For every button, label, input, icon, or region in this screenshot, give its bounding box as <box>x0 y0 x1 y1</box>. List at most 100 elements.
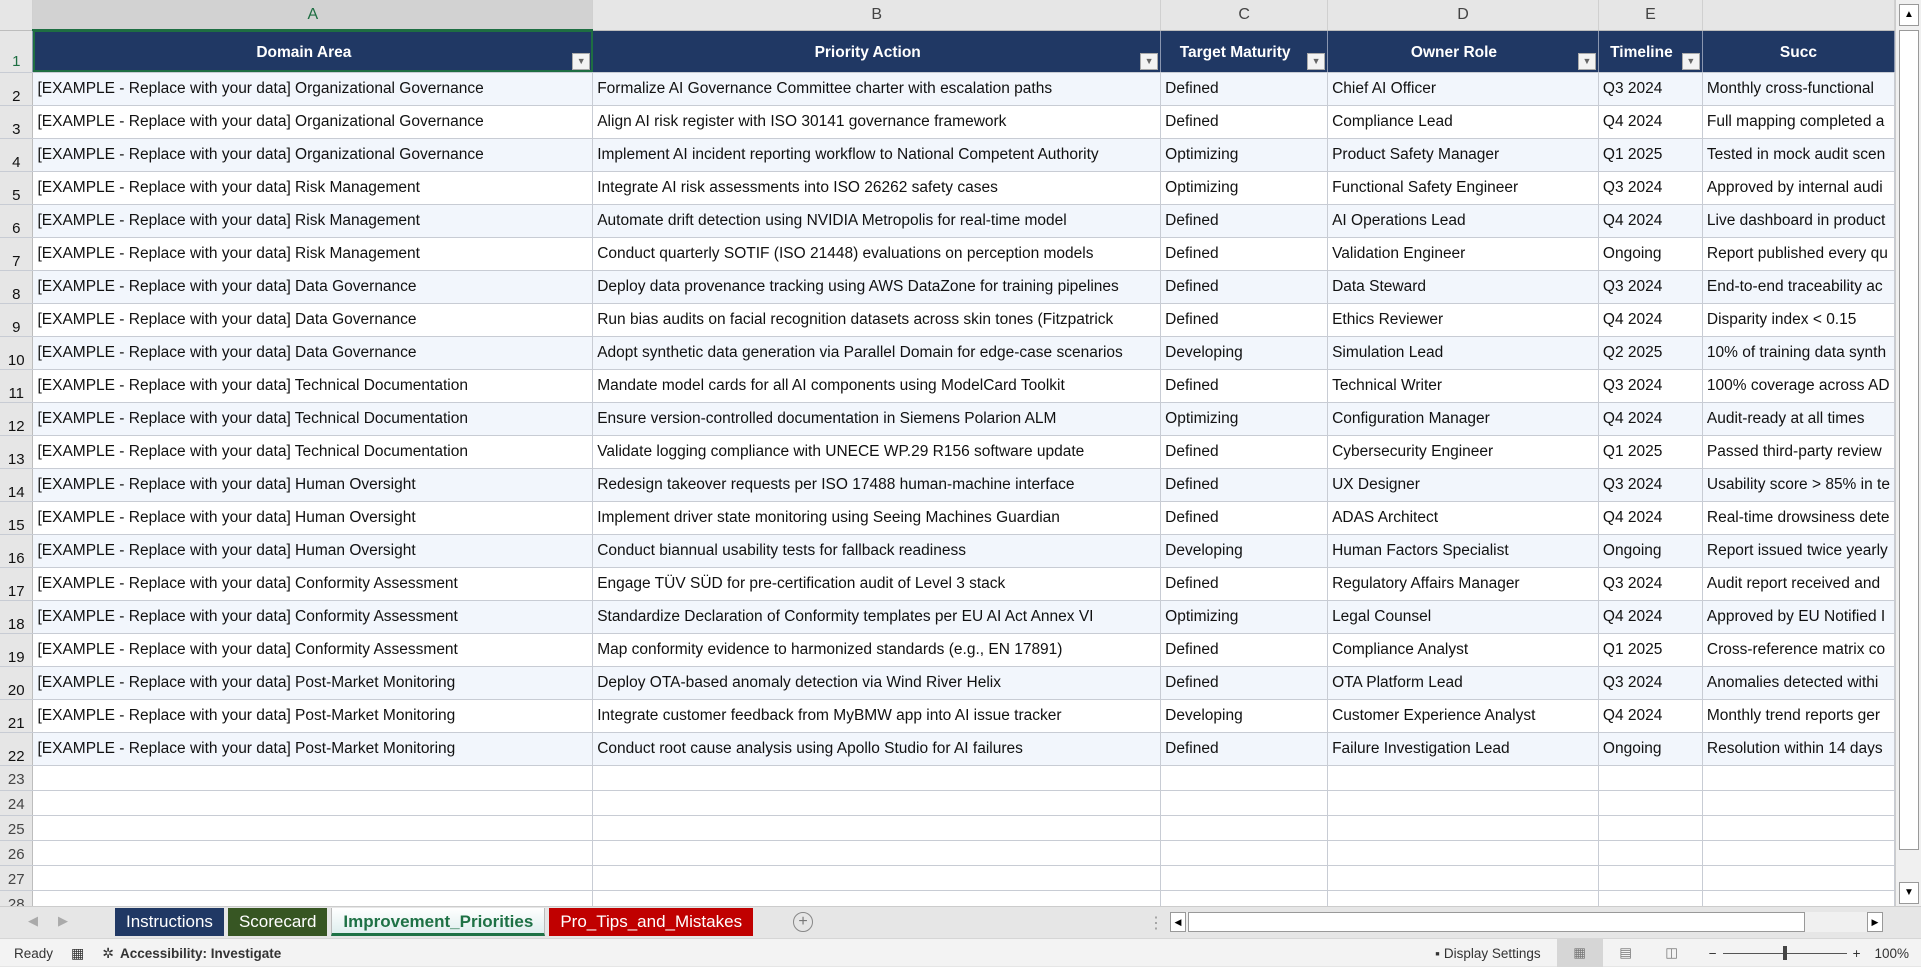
header-cell[interactable]: Owner Role ▼ <box>1327 30 1599 73</box>
cell[interactable]: Defined <box>1160 105 1329 139</box>
cell[interactable]: Audit report received and <box>1702 567 1895 601</box>
cell[interactable] <box>1702 840 1895 866</box>
cell[interactable]: Defined <box>1160 237 1329 271</box>
cell[interactable] <box>1327 890 1599 906</box>
cell[interactable]: Defined <box>1160 666 1329 700</box>
sheet-tab-improvement-priorities[interactable]: Improvement_Priorities <box>331 908 546 936</box>
row-number[interactable]: 18 <box>0 600 34 634</box>
cell[interactable]: Conduct root cause analysis using Apollo… <box>592 732 1162 766</box>
cell[interactable] <box>592 765 1162 791</box>
sheet-tab-instructions[interactable]: Instructions <box>115 908 224 936</box>
cell[interactable]: Ensure version-controlled documentation … <box>592 402 1162 436</box>
cell[interactable] <box>592 840 1162 866</box>
cell[interactable]: Optimizing <box>1160 600 1329 634</box>
column-header-b[interactable]: B <box>592 0 1162 31</box>
cell[interactable]: Map conformity evidence to harmonized st… <box>592 633 1162 667</box>
cell[interactable]: Approved by EU Notified I <box>1702 600 1895 634</box>
cell[interactable]: Defined <box>1160 72 1329 106</box>
cell[interactable]: Integrate customer feedback from MyBMW a… <box>592 699 1162 733</box>
cell[interactable]: Defined <box>1160 567 1329 601</box>
row-number[interactable]: 13 <box>0 435 34 469</box>
cell[interactable]: Audit-ready at all times <box>1702 402 1895 436</box>
cell[interactable]: Developing <box>1160 336 1329 370</box>
cell[interactable]: Q3 2024 <box>1598 567 1703 601</box>
cell[interactable]: Conduct biannual usability tests for fal… <box>592 534 1162 568</box>
cell[interactable]: Optimizing <box>1160 138 1329 172</box>
cell[interactable] <box>1327 840 1599 866</box>
cell[interactable]: Chief AI Officer <box>1327 72 1599 106</box>
cell[interactable]: [EXAMPLE - Replace with your data] Techn… <box>32 402 594 436</box>
scroll-thumb[interactable] <box>1899 30 1919 850</box>
scroll-up-button[interactable]: ▲ <box>1899 4 1919 26</box>
accessibility-group[interactable]: ✲ Accessibility: Investigate <box>102 945 281 962</box>
cell[interactable]: Regulatory Affairs Manager <box>1327 567 1599 601</box>
row-number[interactable]: 22 <box>0 732 34 766</box>
cell[interactable]: Q1 2025 <box>1598 633 1703 667</box>
filter-dropdown-icon[interactable]: ▼ <box>1307 52 1326 70</box>
cell[interactable]: Full mapping completed a <box>1702 105 1895 139</box>
cell[interactable]: Ongoing <box>1598 237 1703 271</box>
cell[interactable]: Defined <box>1160 369 1329 403</box>
cell[interactable]: Legal Counsel <box>1327 600 1599 634</box>
select-all-corner[interactable] <box>0 0 34 31</box>
cell[interactable]: Automate drift detection using NVIDIA Me… <box>592 204 1162 238</box>
cell[interactable]: Q3 2024 <box>1598 270 1703 304</box>
row-number[interactable]: 25 <box>0 815 34 841</box>
header-cell[interactable]: Timeline ▼ <box>1598 30 1703 73</box>
header-cell[interactable]: Priority Action ▼ <box>592 30 1162 73</box>
column-header-f[interactable] <box>1702 0 1895 31</box>
column-header-c[interactable]: C <box>1160 0 1329 31</box>
zoom-level[interactable]: 100% <box>1874 945 1909 961</box>
cell[interactable] <box>1160 765 1329 791</box>
cell[interactable]: Configuration Manager <box>1327 402 1599 436</box>
cell[interactable]: [EXAMPLE - Replace with your data] Confo… <box>32 633 594 667</box>
row-number[interactable]: 14 <box>0 468 34 502</box>
cell[interactable]: Optimizing <box>1160 402 1329 436</box>
cell[interactable]: Optimizing <box>1160 171 1329 205</box>
cell[interactable] <box>1702 790 1895 816</box>
row-number[interactable]: 11 <box>0 369 34 403</box>
cell[interactable]: Deploy OTA-based anomaly detection via W… <box>592 666 1162 700</box>
prev-sheet-icon[interactable]: ◀ <box>28 913 38 928</box>
sheet-tab-scorecard[interactable]: Scorecard <box>227 908 328 936</box>
column-header-a[interactable]: A <box>32 0 594 31</box>
add-sheet-button[interactable]: + <box>793 912 814 932</box>
cell[interactable]: Validation Engineer <box>1327 237 1599 271</box>
cell[interactable]: 10% of training data synth <box>1702 336 1895 370</box>
page-break-preview-icon[interactable]: ◫ <box>1665 945 1679 960</box>
cell[interactable]: Real-time drowsiness dete <box>1702 501 1895 535</box>
cell[interactable]: Ethics Reviewer <box>1327 303 1599 337</box>
row-number[interactable]: 2 <box>0 72 34 106</box>
cell[interactable]: [EXAMPLE - Replace with your data] Data … <box>32 303 594 337</box>
row-number[interactable]: 24 <box>0 790 34 816</box>
cell[interactable]: Simulation Lead <box>1327 336 1599 370</box>
cell[interactable]: Q1 2025 <box>1598 435 1703 469</box>
cell[interactable]: Defined <box>1160 270 1329 304</box>
cell[interactable] <box>592 865 1162 891</box>
cell[interactable] <box>1160 815 1329 841</box>
cell[interactable] <box>1598 840 1703 866</box>
cell[interactable]: Tested in mock audit scen <box>1702 138 1895 172</box>
zoom-slider[interactable] <box>1722 946 1847 960</box>
cell[interactable]: Resolution within 14 days <box>1702 732 1895 766</box>
cell[interactable]: Disparity index < 0.15 <box>1702 303 1895 337</box>
cell[interactable] <box>1327 815 1599 841</box>
cell[interactable]: Compliance Lead <box>1327 105 1599 139</box>
row-number[interactable]: 28 <box>0 890 34 906</box>
cell[interactable]: Q3 2024 <box>1598 369 1703 403</box>
cell[interactable]: Usability score > 85% in te <box>1702 468 1895 502</box>
cell[interactable]: Technical Writer <box>1327 369 1599 403</box>
scroll-left-button[interactable]: ◀ <box>1170 912 1186 932</box>
display-settings-icon[interactable]: ▪ <box>1435 945 1440 961</box>
macro-record-icon[interactable]: ▦ <box>71 944 85 961</box>
cell[interactable]: Report published every qu <box>1702 237 1895 271</box>
cell[interactable] <box>1160 790 1329 816</box>
cell[interactable]: OTA Platform Lead <box>1327 666 1599 700</box>
cell[interactable]: End-to-end traceability ac <box>1702 270 1895 304</box>
cell[interactable]: Anomalies detected withi <box>1702 666 1895 700</box>
cell[interactable]: Q3 2024 <box>1598 666 1703 700</box>
row-number[interactable]: 17 <box>0 567 34 601</box>
cell[interactable] <box>1327 790 1599 816</box>
cell[interactable]: Formalize AI Governance Committee charte… <box>592 72 1162 106</box>
row-number[interactable]: 1 <box>0 30 34 73</box>
